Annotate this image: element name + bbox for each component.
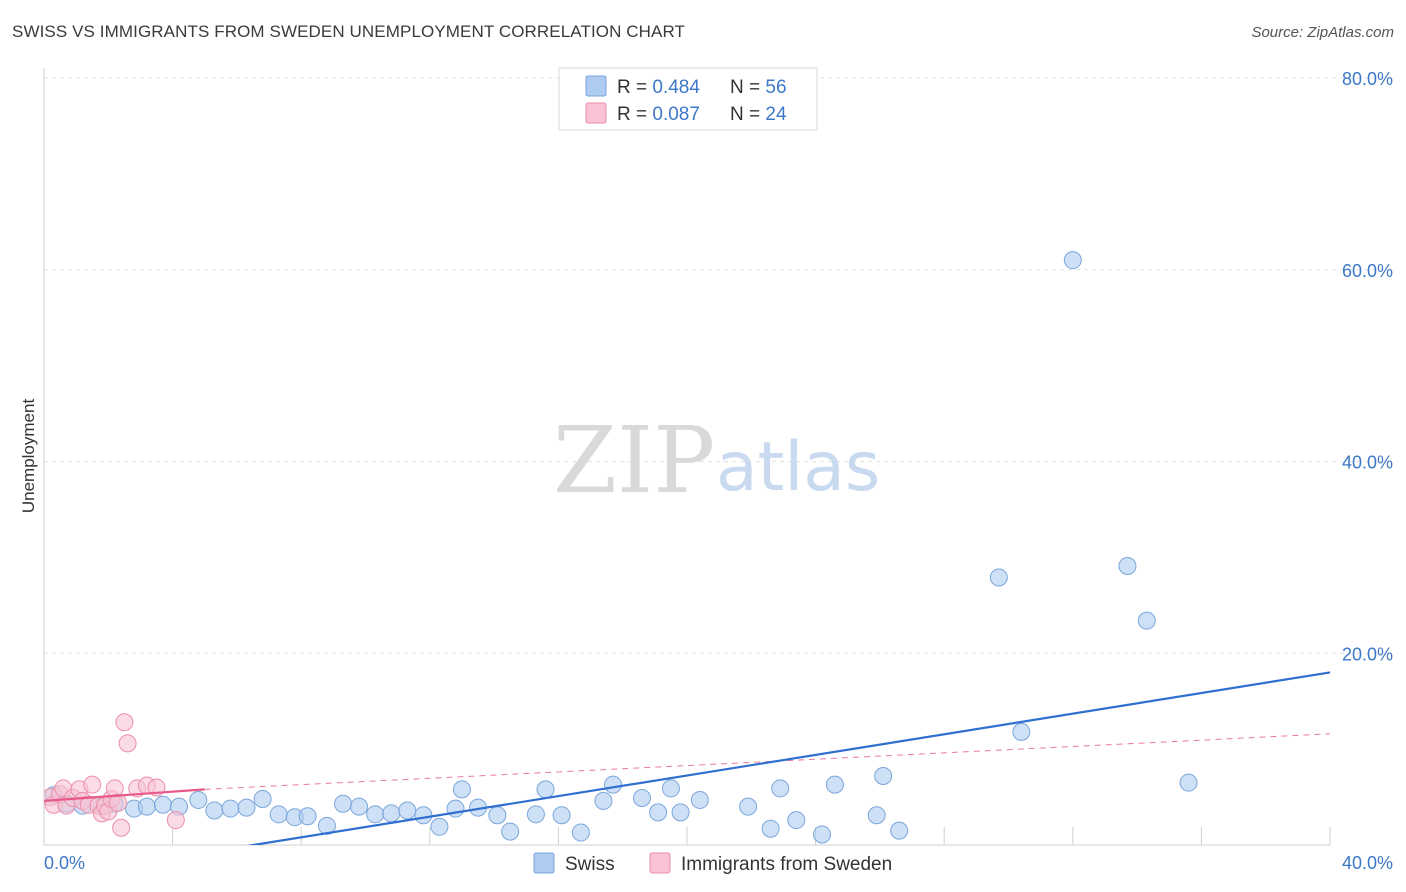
point-swiss	[761, 819, 780, 838]
point-swiss	[137, 797, 156, 816]
point-swiss	[989, 568, 1008, 587]
point-swiss	[825, 775, 844, 794]
stats-r-value-sweden: 0.087	[652, 104, 700, 125]
x-tick-label-max: 40.0%	[1342, 853, 1393, 873]
y-tick-labels: 20.0% 40.0% 60.0% 80.0%	[1342, 69, 1393, 664]
point-swiss	[771, 779, 790, 798]
stats-n-label-sweden: N =	[730, 104, 765, 125]
point-swiss	[890, 821, 909, 840]
point-swiss	[813, 825, 832, 844]
stats-legend-swatch-swiss	[585, 75, 607, 97]
x-tick-label-min: 0.0%	[44, 853, 85, 873]
point-swiss	[189, 790, 208, 809]
source-credit: Source: ZipAtlas.com	[1251, 24, 1394, 41]
legend-label-sweden: Immigrants from Sweden	[681, 854, 892, 875]
point-swiss	[874, 766, 893, 785]
watermark-zip: ZIP	[553, 407, 715, 514]
point-swiss	[604, 775, 623, 794]
point-swiss	[269, 805, 288, 824]
y-tick-label: 80.0%	[1342, 69, 1393, 89]
point-swiss	[1012, 722, 1031, 741]
watermark-atlas: atlas	[716, 428, 880, 507]
stats-r-value-swiss: 0.484	[652, 77, 700, 98]
point-sweden	[108, 793, 127, 812]
stats-n-value-swiss: 56	[765, 77, 786, 98]
svg-text:N = 56: N = 56	[730, 77, 787, 98]
point-swiss	[298, 807, 317, 826]
y-tick-label: 60.0%	[1342, 261, 1393, 281]
svg-text:R = 0.087: R = 0.087	[617, 104, 700, 125]
point-swiss	[414, 806, 433, 825]
point-swiss	[867, 806, 886, 825]
point-swiss	[317, 816, 336, 835]
stats-n-value-sweden: 24	[765, 104, 787, 125]
point-swiss	[430, 817, 449, 836]
stats-n-label-swiss: N =	[730, 77, 765, 98]
point-sweden	[83, 775, 102, 794]
stats-r-label-swiss: R =	[617, 77, 652, 98]
watermark: ZIP atlas	[553, 407, 880, 514]
point-swiss	[787, 811, 806, 830]
point-sweden	[112, 818, 131, 837]
point-swiss	[1179, 773, 1198, 792]
point-swiss	[671, 803, 690, 822]
point-swiss	[221, 799, 240, 818]
point-swiss	[1137, 611, 1156, 630]
svg-text:N = 24: N = 24	[730, 104, 787, 125]
legend-swatch-swiss	[533, 852, 555, 874]
point-swiss	[690, 790, 709, 809]
y-tick-label: 40.0%	[1342, 453, 1393, 473]
point-swiss	[526, 805, 545, 824]
point-swiss	[1063, 251, 1082, 270]
data-points	[44, 251, 1331, 845]
series-legend: Swiss Immigrants from Sweden	[533, 852, 892, 875]
point-swiss	[536, 780, 555, 799]
point-swiss	[739, 797, 758, 816]
point-swiss	[452, 780, 471, 799]
point-sweden	[118, 734, 137, 753]
legend-swatch-sweden	[649, 852, 671, 874]
point-swiss	[350, 797, 369, 816]
point-swiss	[501, 822, 520, 841]
point-swiss	[661, 779, 680, 798]
point-swiss	[253, 789, 272, 808]
y-axis-label: Unemployment	[19, 399, 38, 514]
legend-label-swiss: Swiss	[565, 854, 615, 875]
y-tick-label: 20.0%	[1342, 644, 1393, 664]
trend-line	[246, 671, 1331, 845]
stats-legend: R = 0.484 N = 56 R = 0.087 N = 24	[558, 67, 818, 131]
point-swiss	[153, 795, 172, 814]
point-swiss	[237, 798, 256, 817]
stats-r-label-sweden: R =	[617, 104, 652, 125]
chart-title: SWISS VS IMMIGRANTS FROM SWEDEN UNEMPLOY…	[12, 22, 686, 41]
trend-line	[44, 788, 205, 802]
point-sweden	[115, 713, 134, 732]
point-swiss	[1118, 557, 1137, 576]
point-swiss	[632, 789, 651, 808]
gridlines	[44, 77, 1392, 654]
x-axis-ticks	[172, 827, 1331, 845]
svg-text:R = 0.484: R = 0.484	[617, 77, 700, 98]
point-swiss	[366, 805, 385, 824]
point-swiss	[333, 794, 352, 813]
point-swiss	[649, 803, 668, 822]
point-sweden	[166, 811, 185, 830]
stats-legend-swatch-sweden	[585, 102, 607, 124]
point-swiss	[552, 806, 571, 825]
point-swiss	[205, 801, 224, 820]
point-swiss	[571, 823, 590, 842]
point-swiss	[594, 791, 613, 810]
point-swiss	[382, 804, 401, 823]
point-swiss	[398, 801, 417, 820]
point-swiss	[488, 806, 507, 825]
